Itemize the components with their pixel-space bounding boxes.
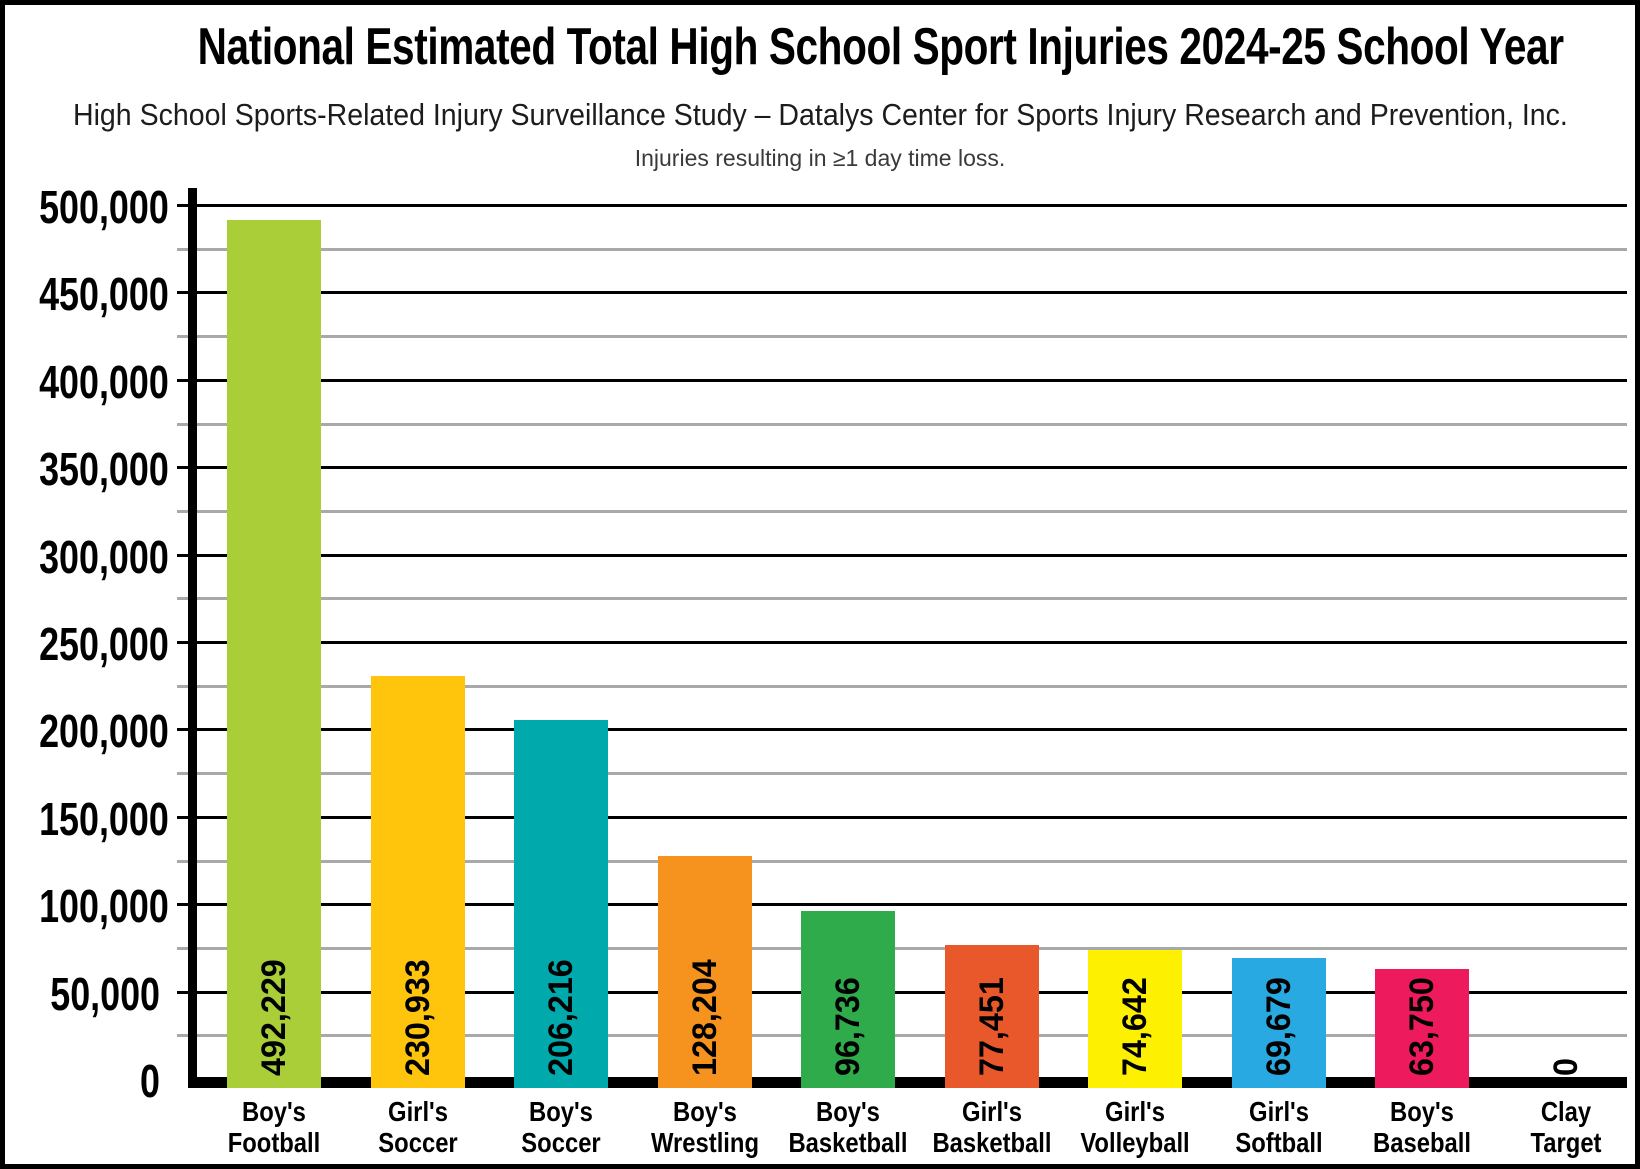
y-axis-tick-label: 350,000	[39, 443, 169, 496]
x-axis-label: Boy's Basketball	[770, 1096, 926, 1158]
gridline-minor	[177, 335, 1627, 339]
gridline-minor	[177, 684, 1627, 688]
gridline-major	[177, 903, 1627, 907]
bar: 230,933	[370, 676, 465, 1088]
y-axis-tick-label: 500,000	[39, 181, 169, 233]
gridline-minor	[177, 859, 1627, 863]
gridline-major	[177, 204, 1627, 207]
bar-value-label: 77,451	[972, 977, 1011, 1076]
x-axis-label-line: Boy's	[1390, 1096, 1454, 1127]
bar-value-label: 74,642	[1116, 977, 1154, 1076]
x-axis-label-line: Boy's	[816, 1096, 880, 1127]
x-axis-label-line: Boy's	[529, 1096, 593, 1127]
bar-value-label: 230,933	[398, 959, 437, 1076]
bar-value-label: 63,750	[1403, 977, 1441, 1076]
bar: 96,736	[801, 910, 895, 1088]
gridline-minor	[177, 422, 1627, 426]
bar: 69,679	[1231, 958, 1326, 1088]
bar: 128,204	[657, 855, 752, 1088]
x-axis-label: Girl's Softball	[1200, 1096, 1356, 1158]
gridline-major	[177, 641, 1627, 644]
x-axis-label: Boy's Soccer	[483, 1096, 639, 1158]
gridline-major	[177, 378, 1627, 382]
chart-header: National Estimated Total High School Spo…	[5, 5, 1635, 172]
x-axis-label-line: Soccer	[377, 1127, 458, 1158]
x-axis-label-line: Girl's	[387, 1096, 448, 1127]
x-axis-label: Boy's Baseball	[1344, 1096, 1500, 1158]
x-axis-label-line: Soccer	[521, 1127, 601, 1158]
x-axis-label-line: Target	[1530, 1127, 1601, 1158]
plot-area: 492,229 230,933 206,216 128,204 96,736 77,451…	[177, 188, 1627, 1088]
gridline-minor	[177, 509, 1627, 513]
gridline-major	[177, 466, 1627, 470]
x-axis-label-line: Wrestling	[650, 1127, 759, 1158]
x-axis-label: Girl's Basketball	[913, 1096, 1069, 1158]
bar-value-label: 0	[1546, 1058, 1585, 1076]
chart-note: Injuries resulting in ≥1 day time loss.	[634, 145, 1006, 171]
bar: 74,642	[1088, 949, 1182, 1088]
gridline-minor	[177, 1034, 1627, 1038]
x-axis-label-line: Boy's	[242, 1096, 306, 1127]
x-axis-label: Girl's Volleyball	[1057, 1096, 1213, 1158]
x-axis-label-line: Softball	[1234, 1127, 1323, 1158]
gridline-major	[177, 990, 1627, 994]
y-axis-tick-label: 200,000	[39, 705, 169, 758]
y-axis-tick-label: 150,000	[39, 792, 169, 845]
chart-title: National Estimated Total High School Spo…	[197, 18, 1564, 76]
chart-subtitle: High School Sports-Related Injury Survei…	[72, 97, 1568, 132]
gridline-major	[177, 728, 1627, 732]
x-axis-label-line: Football	[227, 1127, 321, 1158]
y-axis-tick-label: 250,000	[39, 618, 169, 670]
x-axis-label-line: Girl's	[1105, 1096, 1165, 1127]
bar-value-label: 128,204	[685, 959, 724, 1076]
x-axis-label-line: Baseball	[1373, 1127, 1471, 1158]
gridline-major	[177, 553, 1627, 557]
x-axis-label-line: Volleyball	[1080, 1127, 1190, 1158]
gridline-minor	[177, 946, 1627, 950]
bar: 77,451	[944, 944, 1039, 1088]
y-axis-tick-label: 100,000	[39, 880, 169, 933]
x-axis-label-line: Basketball	[788, 1127, 908, 1158]
x-axis-label: Boy's Football	[196, 1096, 352, 1158]
gridline-major	[177, 815, 1627, 819]
gridline-minor	[177, 597, 1627, 601]
bar: 63,750	[1375, 968, 1469, 1088]
gridline-major	[177, 291, 1627, 295]
y-axis-tick-label: 400,000	[39, 355, 169, 408]
y-axis-tick-label: 450,000	[39, 268, 169, 321]
bar: 206,216	[514, 719, 608, 1088]
bar: 492,229	[227, 219, 321, 1088]
bar-value-label: 96,736	[829, 977, 867, 1076]
x-axis-label-line: Girl's	[1248, 1096, 1309, 1127]
x-axis-label: Girl's Soccer	[339, 1096, 495, 1158]
bar-value-label: 69,679	[1259, 977, 1298, 1076]
x-axis-label-line: Clay	[1540, 1096, 1591, 1127]
gridline-minor	[177, 772, 1627, 776]
bar-value-label: 206,216	[542, 959, 580, 1076]
x-axis-label-line: Basketball	[931, 1127, 1052, 1158]
y-axis-tick-label: 50,000	[50, 967, 160, 1020]
x-axis-label: Boy's Wrestling	[626, 1096, 782, 1158]
x-axis-label-line: Boy's	[672, 1096, 737, 1127]
y-axis-line	[188, 188, 197, 1088]
x-axis-line	[188, 1077, 1627, 1088]
x-axis-label: Clay Target	[1487, 1096, 1635, 1158]
gridline-minor	[177, 247, 1627, 251]
bar-value-label: 492,229	[255, 959, 293, 1076]
x-axis-label-line: Girl's	[961, 1096, 1022, 1127]
y-axis-tick-label: 0	[140, 1055, 160, 1107]
y-axis-tick-label: 300,000	[39, 530, 169, 583]
